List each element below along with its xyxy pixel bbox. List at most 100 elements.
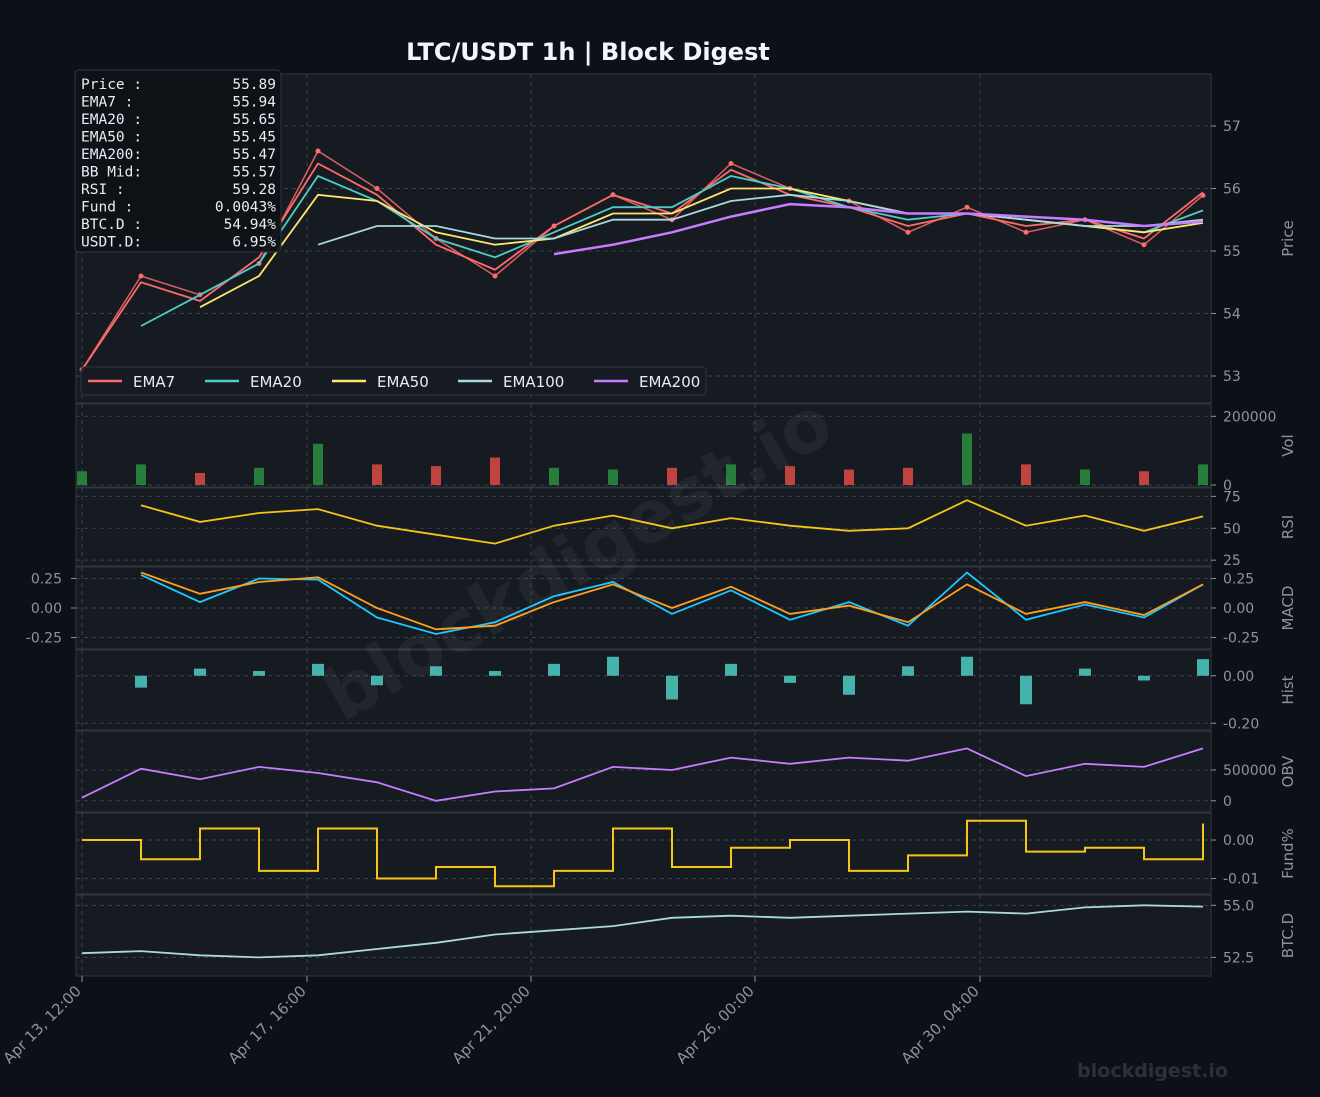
y-axis-label: Price [1279,220,1297,257]
price-point [138,273,144,279]
y-tick-label: 56 [1223,182,1241,198]
footer-brand: blockdigest.io [1077,1060,1228,1082]
x-tick-label: Apr 13, 12:00 [0,982,85,1067]
y-tick-label: 57 [1223,119,1241,135]
hist-bar [961,656,973,676]
hist-bar [607,656,619,676]
hist-bar [1020,675,1032,705]
info-label: EMA20 : [81,112,142,128]
volume-bar [431,466,441,485]
hist-bar [1079,668,1091,676]
series-line-btc-d [81,904,1204,959]
y-tick-label: 52.5 [1223,950,1254,966]
volume-bar [785,466,795,485]
info-value: 55.45 [232,130,276,146]
hist-bar [902,666,914,676]
x-axis: Apr 13, 12:00 Apr 17, 16:00 Apr 21, 20:00 A… [0,976,983,1067]
info-value: 55.47 [232,147,276,163]
legend-label-ema50: EMA50 [377,373,429,391]
series-line-macd [140,571,1204,635]
panel-background [75,730,1212,813]
y-axis-label: MACD [1279,586,1297,631]
volume-bar [195,472,205,485]
series-line-obv [81,747,1204,802]
y-tick-label: 0 [1223,794,1232,810]
panel-background [75,487,1212,567]
legend-label-ema200: EMA200 [639,373,700,391]
y-tick-label: 25 [1223,553,1241,569]
hist-bar [1138,675,1150,681]
y-tick-label: -0.01 [1223,872,1259,888]
y-axis-label: RSI [1279,515,1297,539]
y-tick-label: 53 [1223,369,1241,385]
volume-bar [1198,464,1208,485]
legend-label-ema100: EMA100 [503,373,564,391]
volume-bar [608,469,618,485]
info-box: Price : 55.89 EMA7 : 55.94 EMA20 : 55.65 EMA50… [74,69,282,253]
hist-bar [843,675,855,695]
chart-title: LTC/USDT 1h | Block Digest [406,38,770,66]
series-line-rsi [140,499,1204,545]
price-point [374,186,380,191]
y-tick-label-left: -0.25 [26,631,62,647]
y-axis-label: Fund% [1279,828,1297,879]
y-tick-label: -0.25 [1223,631,1259,647]
volume-bar [667,467,677,485]
volume-bar [726,464,736,485]
y-tick-label: 55.0 [1223,898,1254,914]
info-box-background [74,69,282,253]
price-point [492,273,498,279]
hist-bar [371,675,383,686]
y-tick-label: 75 [1223,489,1241,505]
y-tick-label: 0 [1223,478,1232,494]
hist-bar [548,663,560,676]
y-tick-label: 200000 [1223,409,1276,425]
legend-label-ema20: EMA20 [250,373,302,391]
panel-hist: 0.00 -0.20 Hist [75,649,1297,732]
info-value: 0.0043% [215,200,276,216]
y-tick-label: 50 [1223,521,1241,537]
hist-bar [784,675,796,683]
info-label: RSI : [81,182,125,198]
panel-fund: 0.00 -0.01 Fund% [75,812,1297,895]
price-point [964,204,970,210]
legend: EMA7 EMA20 EMA50 EMA100 EMA200 [80,366,707,396]
y-axis-label: BTC.D [1279,913,1297,958]
info-value: 59.28 [232,182,276,198]
hist-bar [253,671,265,676]
volume-bar [962,433,972,485]
series-line-signal [140,571,1204,631]
x-tick-label: Apr 21, 20:00 [449,982,534,1067]
panel-background [75,894,1212,977]
info-label: EMA200: [81,147,142,163]
x-tick-label: Apr 30, 04:00 [898,982,983,1067]
volume-bar [313,443,323,485]
info-label: BTC.D : [81,217,142,233]
price-point [728,161,734,166]
y-tick-label: 55 [1223,244,1241,260]
volume-bar [1139,471,1149,485]
panel-rsi: 25 50 75 RSI [75,487,1297,569]
hist-bar [135,675,147,688]
price-point [1141,242,1147,248]
price-point [315,148,321,154]
y-axis-label: OBV [1279,755,1297,788]
legend-box [80,366,707,396]
y-tick-label: 54 [1223,307,1241,323]
info-value: 55.57 [232,165,276,181]
hist-bar [312,663,324,676]
info-value: 55.89 [232,77,276,93]
series-line-funding [82,819,1204,888]
y-axis-label: Hist [1279,675,1297,704]
volume-bar [1080,469,1090,485]
info-label: BB Mid: [81,165,142,181]
panel-macd: -0.25 0.00 0.25 -0.25 0.00 0.25 MACD [26,566,1297,650]
y-tick-label-left: 0.25 [31,571,62,587]
volume-bar [77,471,87,485]
y-tick-label: 0.25 [1223,571,1254,587]
hist-bar [666,675,678,700]
y-tick-label: 500000 [1223,763,1276,779]
